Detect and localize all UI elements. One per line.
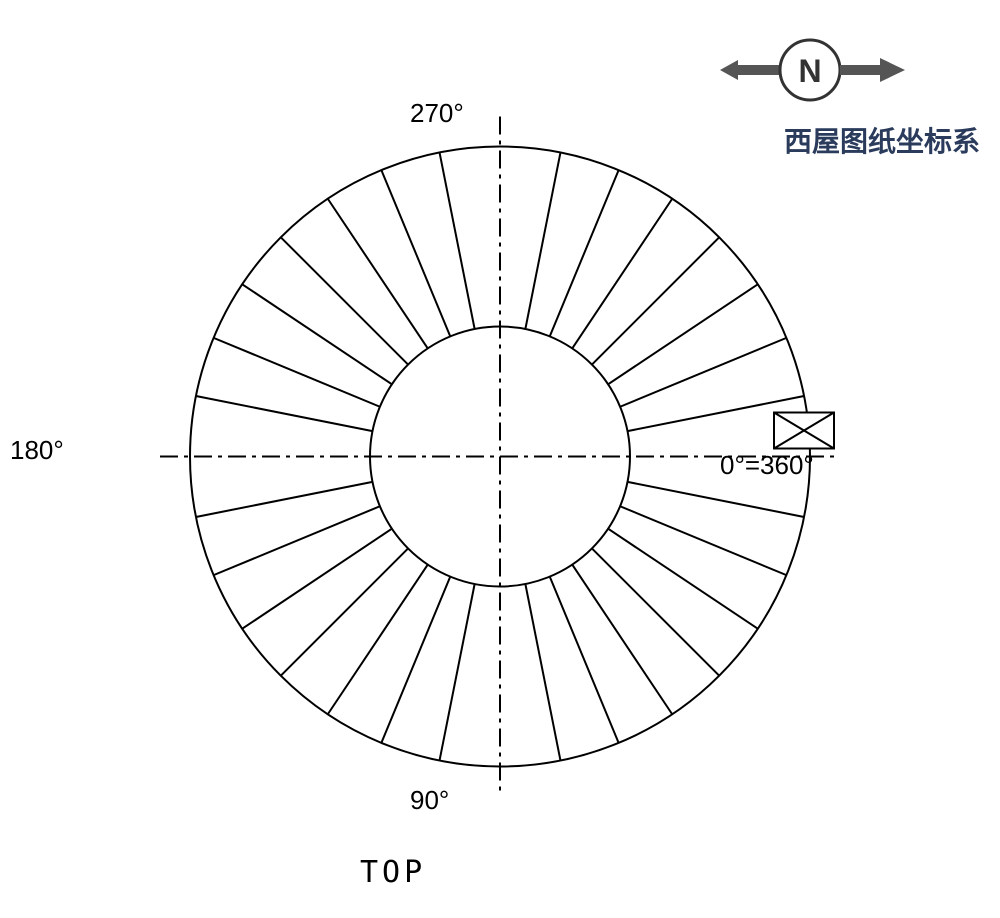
label-0: 0°=360° — [720, 450, 814, 481]
label-180: 180° — [10, 435, 64, 466]
label-90: 90° — [410, 785, 449, 816]
top-text-label: TOP — [360, 855, 426, 890]
label-270: 270° — [410, 98, 464, 129]
